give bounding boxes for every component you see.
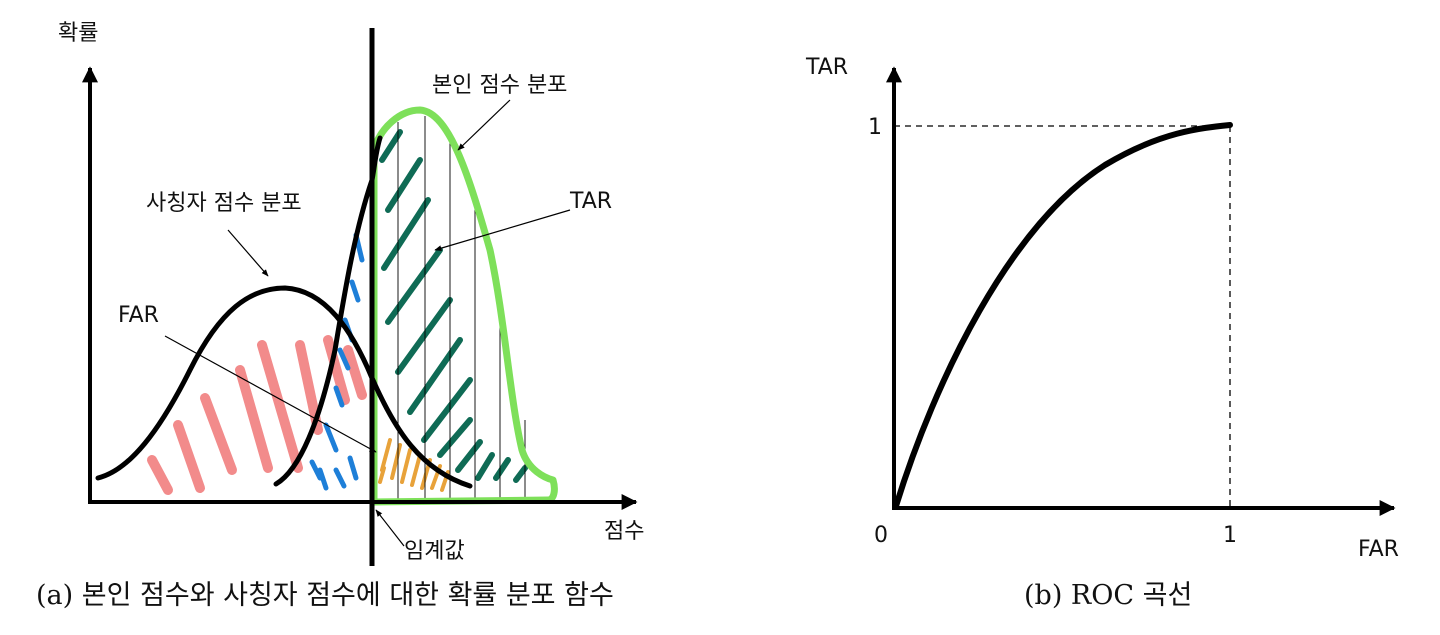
roc-panel: TAR FAR 0 1 1 (b) ROC 곡선 <box>805 55 1399 611</box>
roc-y-axis-label: TAR <box>805 55 848 80</box>
impostor-pointer <box>227 229 269 277</box>
far-hatch <box>147 335 367 495</box>
roc-caption: (b) ROC 곡선 <box>1024 580 1192 611</box>
pdf-caption: (a) 본인 점수와 사칭자 점수에 대한 확률 분포 함수 <box>36 580 614 611</box>
tar-hatch <box>379 129 528 483</box>
impostor-label: 사칭자 점수 분포 <box>146 191 302 216</box>
overlap-blue-hatch <box>309 232 365 491</box>
threshold-label: 임계값 <box>404 539 465 564</box>
far-pointer <box>164 335 377 453</box>
far-label: FAR <box>118 303 159 328</box>
tar-region-lines <box>397 116 526 500</box>
genuine-label: 본인 점수 분포 <box>432 73 567 98</box>
roc-y-tick-label: 1 <box>868 115 882 140</box>
roc-curve <box>893 122 1233 509</box>
roc-x-axis-label: FAR <box>1358 537 1399 562</box>
impostor-curve <box>95 285 473 489</box>
tar-pointer <box>434 209 571 251</box>
tar-label: TAR <box>569 189 612 214</box>
genuine-outline <box>370 106 558 506</box>
pdf-panel: 확률 점수 사칭자 점수 분포 본인 점수 분포 FAR TAR 임계값 (a)… <box>36 21 644 611</box>
roc-origin-label: 0 <box>874 523 888 548</box>
roc-x-tick-label: 1 <box>1223 523 1237 548</box>
genuine-pointer <box>457 99 511 151</box>
threshold-pointer <box>375 509 405 547</box>
x-axis-label: 점수 <box>604 519 644 544</box>
y-axis-label: 확률 <box>58 21 98 46</box>
